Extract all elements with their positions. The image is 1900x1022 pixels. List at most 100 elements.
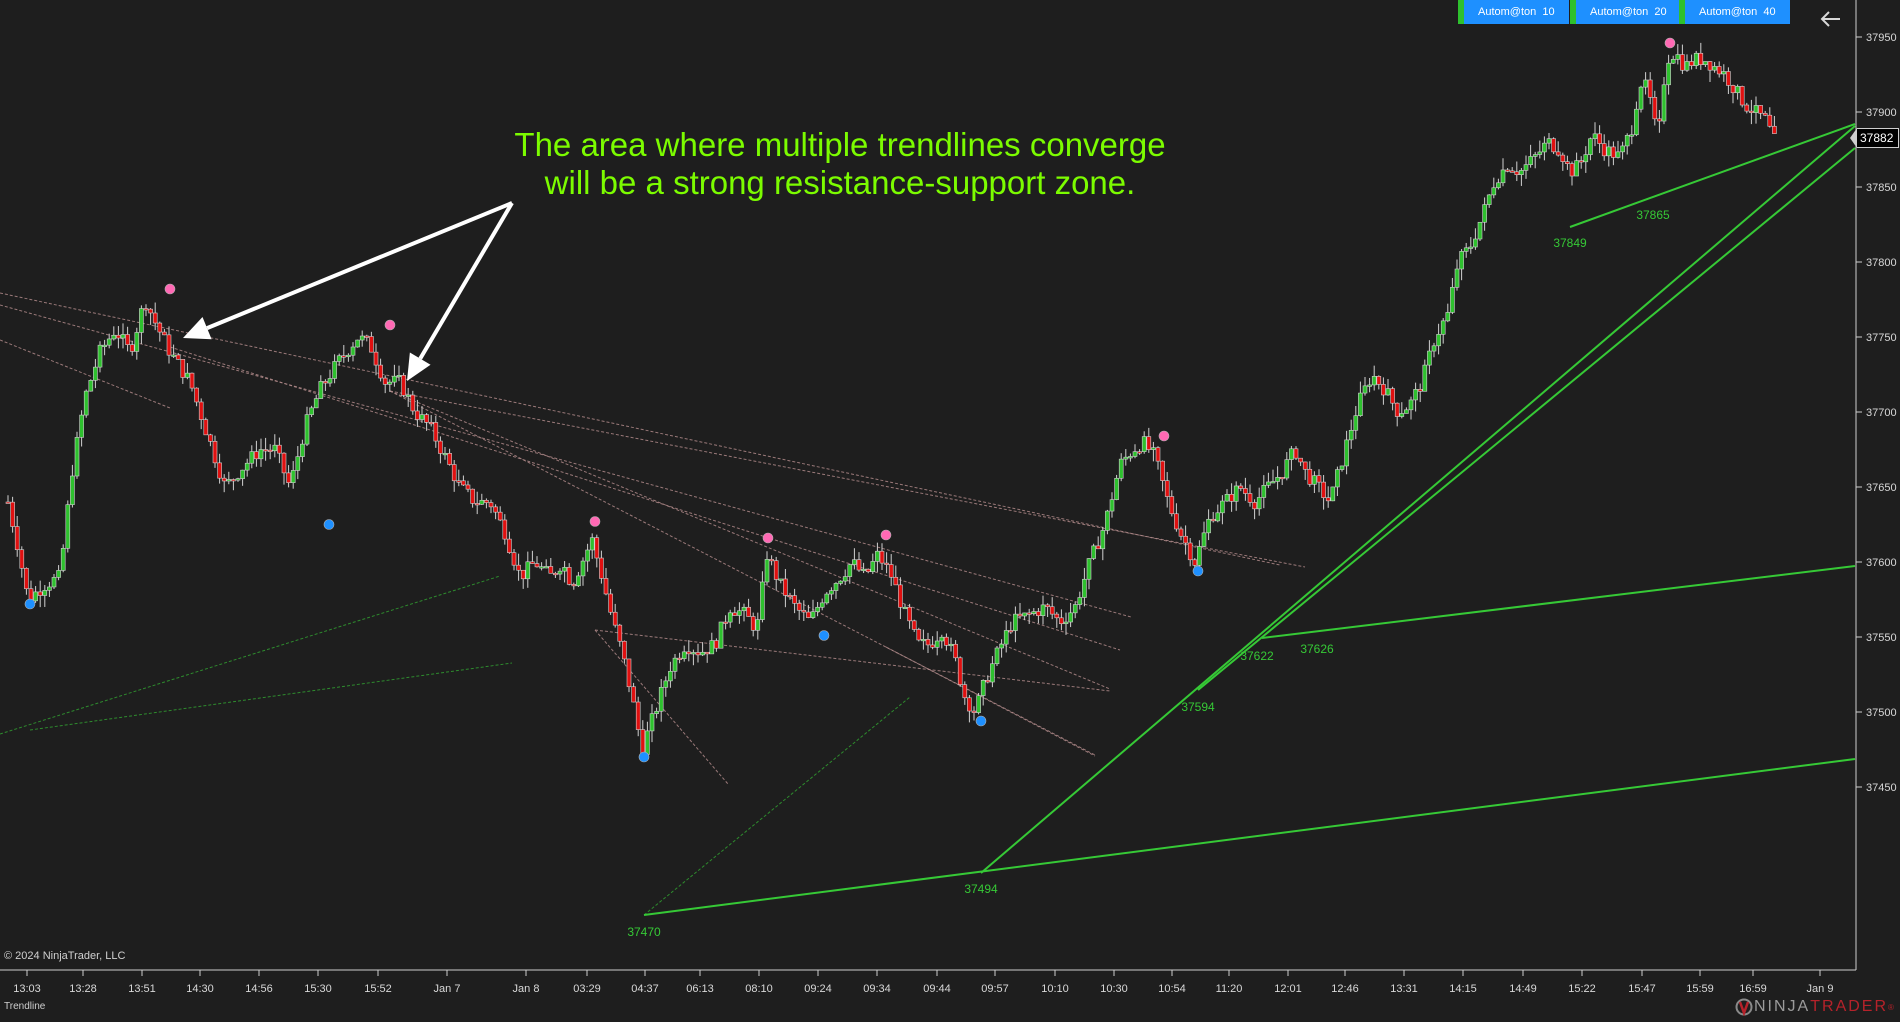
candle-up (120, 334, 126, 339)
candle-up (525, 561, 531, 580)
candle-down (1229, 494, 1234, 502)
candle-down (198, 401, 204, 420)
candle-down (1160, 460, 1165, 481)
candle-up (1574, 160, 1579, 177)
candle-down (474, 503, 480, 506)
candle-up (1491, 187, 1497, 196)
time-tick-label: 10:54 (1158, 983, 1186, 995)
candle-down (1054, 613, 1060, 619)
candle-up (902, 606, 908, 610)
support-trendline (643, 758, 1856, 916)
candle-down (746, 606, 751, 617)
candle-up (1031, 611, 1037, 614)
automaton-40-button[interactable]: Autom@ton 40 (1679, 0, 1790, 24)
candle-up (1348, 429, 1354, 441)
candle-up (1105, 510, 1110, 531)
candle-up (1684, 61, 1690, 71)
candle-up (1629, 134, 1635, 137)
candle-down (1049, 606, 1055, 615)
price-tick-label: 37550 (1866, 632, 1897, 644)
price-tick-label: 37750 (1866, 332, 1897, 344)
candle-up (1588, 138, 1593, 155)
candle-down (1316, 475, 1322, 483)
candle-down (1514, 171, 1520, 176)
automaton-10-button[interactable]: Autom@ton 10 (1458, 0, 1569, 24)
candle-down (911, 620, 917, 630)
candle-down (277, 444, 282, 454)
candle-down (704, 651, 710, 655)
candle-up (1206, 518, 1211, 534)
candle-up (1091, 545, 1096, 559)
candle-up (1068, 612, 1073, 623)
candle-down (1716, 66, 1722, 75)
time-tick-label: 11:20 (1216, 983, 1243, 995)
candle-up (833, 583, 839, 591)
candle-down (1417, 389, 1423, 392)
support-trendline (1197, 147, 1856, 691)
candle-up (1385, 388, 1391, 396)
pivot-high-dot (1158, 430, 1170, 442)
candle-up (658, 687, 664, 712)
candle-down (1247, 493, 1253, 503)
candle-down (626, 658, 632, 688)
candle-down (792, 595, 797, 604)
candle-down (511, 552, 517, 566)
candle-down (1095, 545, 1101, 550)
candle-up (235, 478, 241, 481)
candle-down (971, 710, 977, 713)
candle-down (1652, 97, 1658, 120)
candle-up (1408, 399, 1414, 411)
candle-down (695, 652, 701, 656)
candle-up (442, 453, 448, 456)
candle-down (1381, 384, 1386, 396)
candle-down (1210, 518, 1216, 522)
candle-down (1394, 402, 1400, 417)
candle-up (1528, 156, 1533, 165)
candle-up (1399, 413, 1405, 417)
candle-up (1114, 477, 1119, 500)
candle-up (51, 577, 57, 588)
candle-down (382, 377, 388, 385)
candle-up (1270, 481, 1276, 484)
candle-up (585, 549, 590, 562)
candle-up (1261, 485, 1267, 498)
candle-up (1523, 164, 1529, 171)
candle-down (594, 537, 600, 559)
candle-down (254, 451, 259, 460)
price-tick-label: 37600 (1866, 557, 1897, 569)
candle-down (1569, 163, 1575, 177)
pivot-price-label: 37865 (1636, 208, 1670, 222)
time-axis-ticks[interactable]: 13:03 13:28 13:51 14:30 14:56 15:30 15:52 Jan 7… (13, 970, 1833, 995)
support-trendline-dotted (643, 696, 911, 916)
support-trendline (1569, 123, 1856, 228)
candle-up (1532, 154, 1538, 157)
candle-up (1735, 86, 1740, 94)
candle-down (1376, 376, 1382, 385)
candle-down (1298, 457, 1303, 463)
automaton-20-button[interactable]: Autom@ton 20 (1570, 0, 1681, 24)
tab-trendline[interactable]: Trendline (4, 1001, 46, 1012)
candle-up (1753, 105, 1759, 113)
candle-down (985, 680, 991, 683)
candlesticks (5, 42, 1777, 760)
candle-up (948, 643, 954, 647)
arrow-left-icon[interactable] (1816, 6, 1846, 32)
price-axis-ticks[interactable]: 37450 37500 37550 37600 37650 37700 37750 37800… (1856, 32, 1897, 794)
time-tick-label: 09:44 (923, 983, 951, 995)
candle-down (1390, 388, 1395, 404)
candle-down (263, 449, 268, 452)
candle-up (1404, 409, 1409, 414)
candle-up (819, 602, 825, 608)
candle-up (838, 580, 843, 584)
candle-down (1307, 468, 1313, 485)
candle-down (470, 488, 475, 504)
button-indicator (1458, 0, 1464, 24)
candle-down (484, 499, 489, 503)
candle-up (1703, 61, 1708, 66)
candle-up (1615, 151, 1621, 158)
candle-up (1312, 475, 1317, 485)
candle-up (1275, 477, 1280, 482)
candle-up (1712, 66, 1717, 71)
